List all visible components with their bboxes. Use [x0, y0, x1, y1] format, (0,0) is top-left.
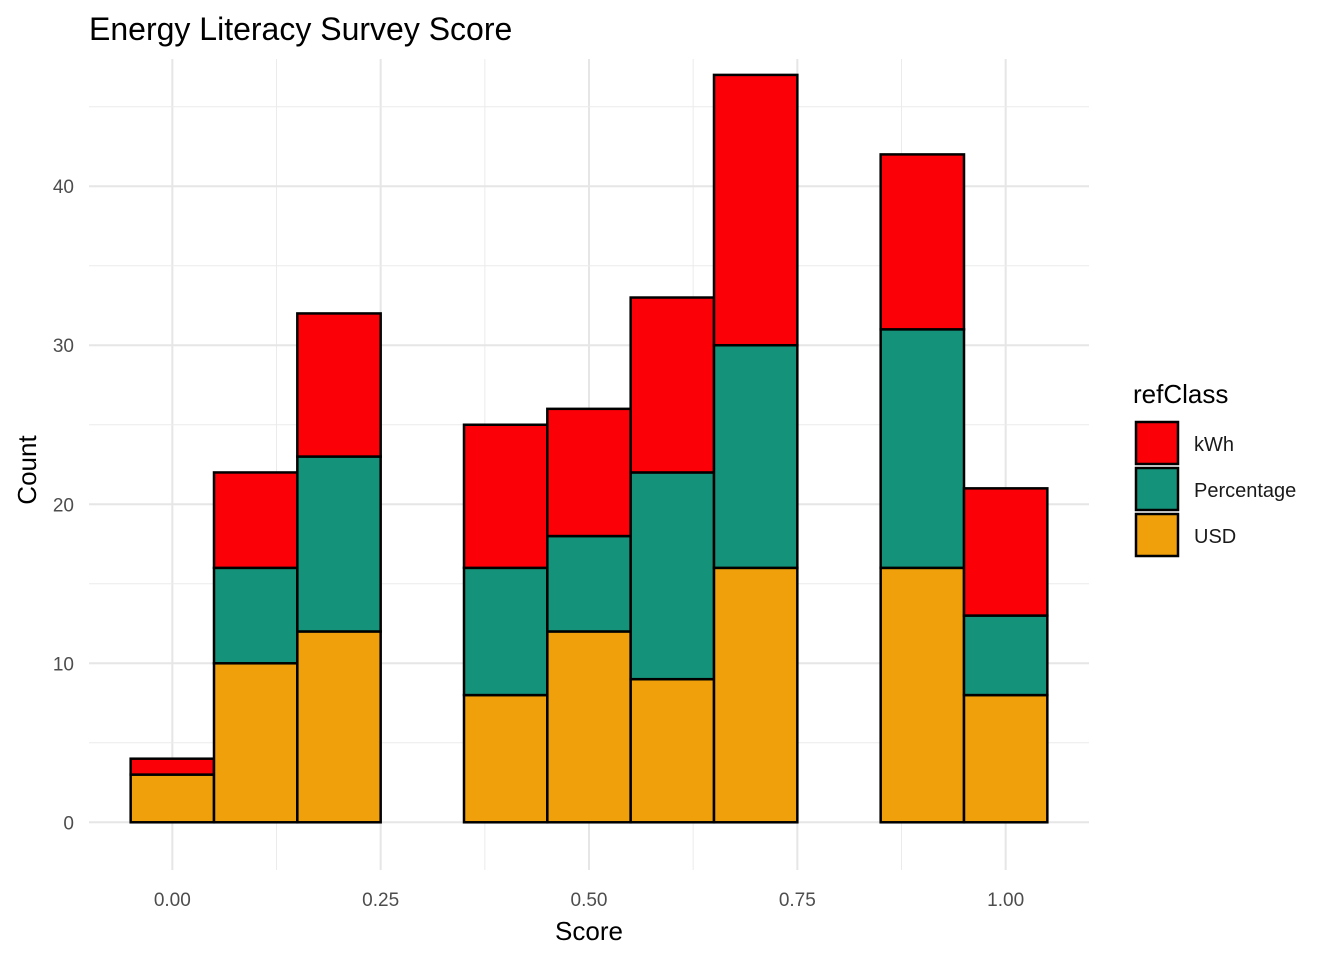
bar-segment-kwh [462, 423, 549, 570]
x-axis-ticks: 0.00 0.25 0.50 0.75 1.00 [154, 890, 1024, 911]
bar-segment-usd [129, 773, 216, 824]
bar-segment-kwh [962, 487, 1049, 617]
bar-segment-usd [462, 693, 549, 824]
bar-segment-usd [879, 566, 966, 824]
bar-segment-kwh [296, 312, 382, 458]
legend-key-kwh [1134, 420, 1180, 466]
x-tick-label: 1.00 [987, 890, 1024, 911]
y-tick-label: 0 [63, 813, 74, 834]
y-axis-ticks: 0 10 20 30 40 [53, 177, 74, 834]
bar-segment-kwh [879, 153, 966, 331]
bar-segment-kwh [129, 757, 216, 776]
y-tick-label: 30 [53, 336, 74, 357]
x-tick-label: 0.25 [362, 890, 399, 911]
x-axis-title: Score [555, 916, 623, 946]
legend-label: Percentage [1194, 480, 1296, 502]
bar-segment-usd [962, 693, 1049, 824]
bars [129, 73, 1049, 824]
legend: refClass kWh Percentage USD [1133, 379, 1296, 558]
bar-segment-percentage [462, 566, 549, 697]
legend-key-percentage [1134, 466, 1180, 512]
bar-segment-kwh [212, 471, 299, 570]
bar-segment-percentage [712, 343, 799, 570]
bar-segment-percentage [296, 455, 382, 633]
bar-segment-usd [712, 566, 799, 824]
bar-segment-percentage [212, 566, 299, 665]
x-tick-label: 0.75 [779, 890, 816, 911]
bar-segment-usd [212, 662, 299, 824]
bar-segment-usd [546, 630, 632, 824]
legend-label: kWh [1194, 434, 1234, 456]
bar-segment-kwh [546, 407, 632, 538]
y-tick-label: 40 [53, 177, 74, 198]
bar-segment-kwh [629, 296, 716, 474]
bar-segment-percentage [546, 534, 632, 633]
y-tick-label: 20 [53, 495, 74, 516]
bar-segment-kwh [712, 73, 799, 347]
bar-segment-percentage [962, 614, 1049, 697]
y-tick-label: 10 [53, 654, 74, 675]
legend-title: refClass [1133, 379, 1228, 409]
x-tick-label: 0.00 [154, 890, 191, 911]
chart-title: Energy Literacy Survey Score [89, 11, 512, 47]
legend-label: USD [1194, 526, 1236, 548]
legend-key-usd [1134, 512, 1180, 558]
bar-segment-usd [629, 677, 716, 824]
x-tick-label: 0.50 [571, 890, 608, 911]
bar-segment-percentage [629, 471, 716, 681]
bar-segment-percentage [879, 328, 966, 570]
y-axis-title: Count [12, 435, 42, 505]
bar-segment-usd [296, 630, 382, 824]
